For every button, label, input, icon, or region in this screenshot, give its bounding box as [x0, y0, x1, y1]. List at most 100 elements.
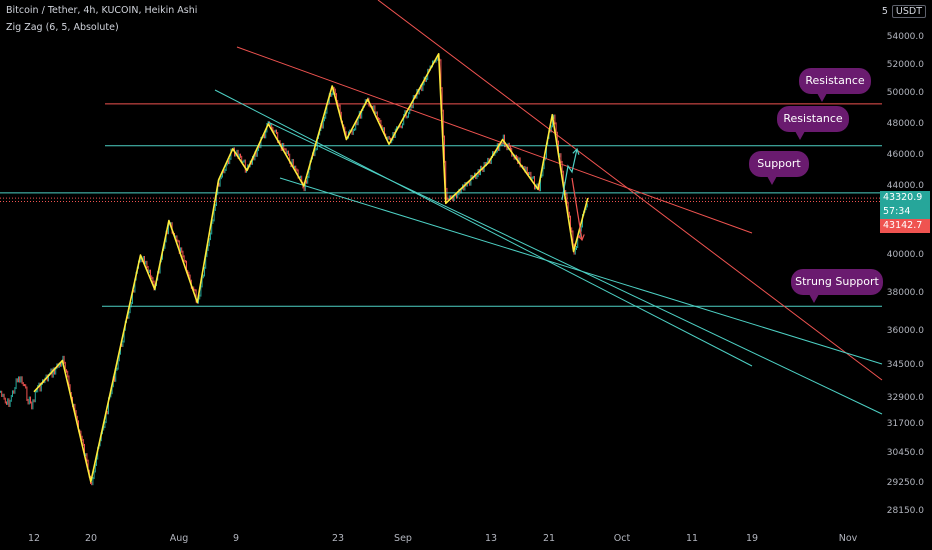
candle: [36, 390, 37, 393]
candle: [244, 159, 246, 173]
candle: [132, 290, 133, 304]
candle: [0, 390, 1, 393]
candle: [441, 87, 443, 112]
candle: [306, 180, 307, 184]
candle: [242, 160, 244, 163]
candle: [271, 123, 273, 130]
candle: [566, 192, 568, 204]
candle: [558, 140, 559, 158]
candle: [338, 104, 340, 107]
candle: [285, 148, 287, 155]
currency-selector[interactable]: 5 USDT: [882, 5, 926, 18]
downtrend-resistance-line: [377, 0, 883, 381]
price-axis-tick: 32900.0: [886, 393, 924, 403]
candle: [411, 104, 413, 109]
candle: [418, 87, 420, 95]
candle: [204, 266, 205, 277]
candle: [469, 180, 471, 186]
candle: [235, 153, 237, 157]
candle: [355, 121, 357, 131]
candle: [391, 138, 393, 144]
candle: [105, 410, 107, 424]
candle: [435, 58, 437, 63]
bar-countdown-tag: 57:34: [880, 205, 930, 219]
candle: [3, 393, 5, 400]
candle: [554, 114, 556, 125]
candle: [326, 103, 328, 114]
candle: [193, 286, 195, 291]
candle: [144, 255, 145, 265]
candle: [380, 119, 382, 128]
time-axis-tick: 19: [745, 533, 759, 544]
candle: [579, 229, 581, 239]
candle: [530, 171, 532, 180]
projection-arrows-layer: [561, 147, 585, 242]
candle: [243, 159, 245, 163]
candle: [357, 116, 359, 126]
candle: [426, 77, 427, 82]
resistance-callout-upper[interactable]: Resistance: [799, 68, 871, 102]
candle: [274, 129, 276, 133]
diagonal-resistance-line: [236, 46, 753, 234]
candle: [222, 170, 223, 178]
candle: [115, 368, 117, 382]
candle: [254, 151, 256, 161]
resistance-callout-lower[interactable]: Resistance: [777, 106, 849, 140]
candle: [535, 185, 537, 190]
strung-support-callout[interactable]: Strung Support: [791, 269, 883, 303]
candle: [223, 170, 225, 174]
time-axis-tick: 23: [331, 533, 345, 544]
candle: [351, 129, 353, 135]
candle: [80, 430, 82, 438]
candle: [526, 166, 528, 175]
candle: [219, 177, 221, 187]
candle: [421, 84, 423, 92]
candle: [562, 170, 564, 184]
candle: [303, 186, 305, 192]
candle: [349, 129, 351, 134]
candle: [13, 390, 15, 394]
candle: [295, 165, 297, 171]
candle: [121, 343, 123, 347]
candle: [188, 271, 190, 277]
price-axis-tick: 48000.0: [886, 119, 924, 129]
candle: [532, 176, 534, 179]
candle: [200, 285, 202, 297]
candle: [108, 397, 109, 415]
candle: [525, 166, 527, 173]
chart-title: Bitcoin / Tether, 4h, KUCOIN, Heikin Ash…: [6, 5, 198, 16]
candle: [18, 376, 19, 383]
candle: [189, 274, 191, 282]
candle: [574, 247, 576, 255]
candle: [145, 260, 147, 265]
candle: [324, 116, 325, 122]
candle: [524, 165, 526, 173]
candle: [519, 157, 521, 168]
candle: [15, 378, 17, 390]
candle: [67, 370, 69, 378]
candle: [546, 142, 547, 159]
candle: [315, 148, 317, 151]
candle: [536, 183, 538, 188]
candle: [175, 235, 177, 238]
candle: [212, 219, 214, 224]
candle: [463, 184, 465, 191]
candle: [374, 105, 376, 114]
candle: [356, 121, 358, 126]
candle: [577, 235, 579, 249]
candle: [585, 205, 587, 211]
candle: [580, 225, 582, 232]
diagonal-support-line: [267, 121, 883, 415]
candle: [264, 134, 265, 139]
candle: [301, 175, 303, 184]
candle: [267, 121, 269, 125]
support-callout[interactable]: Support: [749, 151, 809, 185]
candle: [39, 382, 41, 392]
bearish-projection-arrow: [571, 177, 583, 241]
candle: [170, 222, 172, 225]
candle: [331, 93, 333, 97]
candle: [134, 278, 136, 293]
candle: [28, 396, 30, 405]
